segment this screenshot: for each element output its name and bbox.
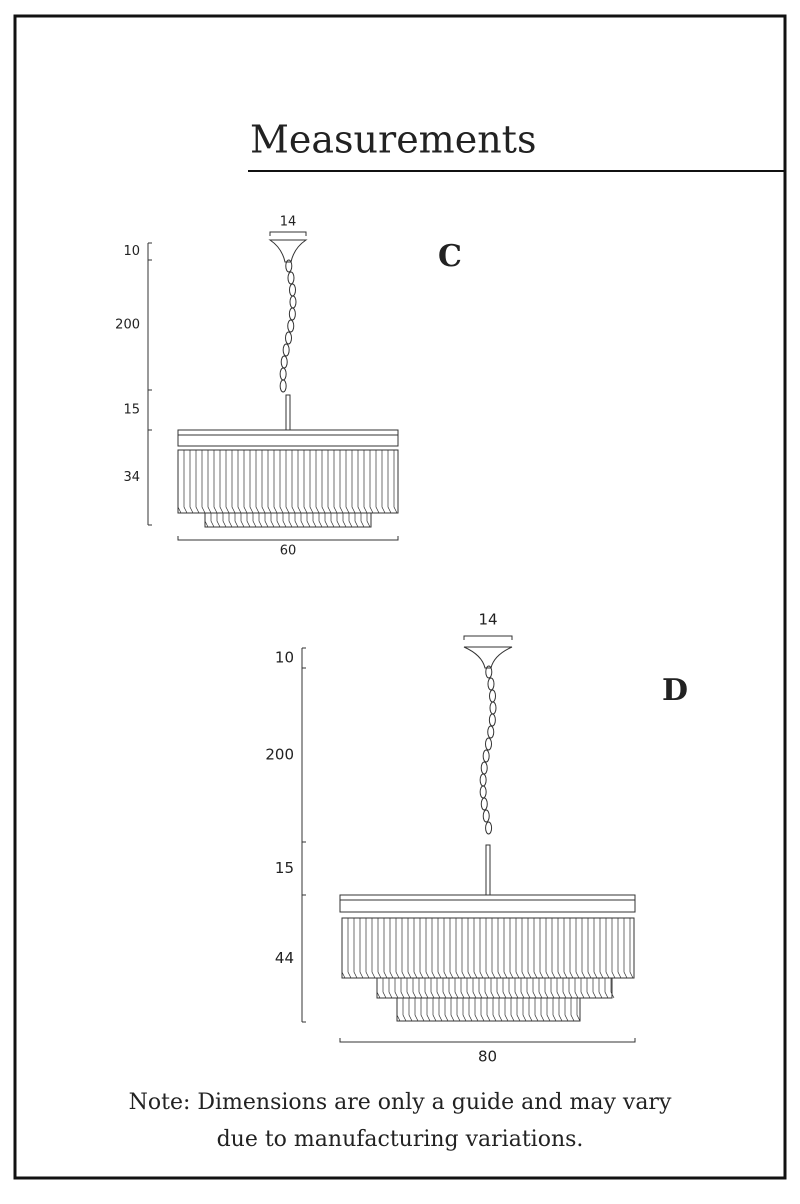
chain-link xyxy=(282,343,290,357)
dimension-line xyxy=(463,635,513,640)
chandelier xyxy=(177,239,399,528)
dimension-label: 60 xyxy=(280,544,297,559)
dimension-line xyxy=(269,231,307,236)
chain-link xyxy=(488,713,496,727)
dimension-label: 15 xyxy=(275,859,294,877)
chain-link xyxy=(279,379,287,393)
chandelier xyxy=(339,646,636,1022)
dimension-label: 10 xyxy=(275,649,294,667)
chain-link xyxy=(287,271,295,285)
frame xyxy=(339,894,636,913)
chain-link xyxy=(482,809,490,823)
crystals xyxy=(376,978,615,999)
chain-link xyxy=(485,821,493,835)
dimension-label: 15 xyxy=(123,403,140,418)
dimension-label: 14 xyxy=(280,215,297,230)
dimension-label: 80 xyxy=(478,1048,497,1066)
chain-link xyxy=(285,331,293,345)
chain-link xyxy=(485,665,493,679)
chain-link xyxy=(482,749,490,763)
dimension-line xyxy=(177,536,399,541)
note-line: Note: Dimensions are only a guide and ma… xyxy=(129,1090,672,1115)
crystals xyxy=(341,918,634,979)
chain-link xyxy=(285,259,293,273)
dimension-label: 10 xyxy=(123,244,140,259)
dimension-line xyxy=(339,1038,636,1043)
diagram-label: C xyxy=(438,239,462,274)
chain-link xyxy=(480,797,488,811)
chain-link xyxy=(485,737,493,751)
dimension-label: 44 xyxy=(275,949,294,967)
frame xyxy=(177,429,399,447)
chain-link xyxy=(287,319,295,333)
dimension-label: 200 xyxy=(265,746,294,764)
dimension-label: 34 xyxy=(123,470,140,485)
border xyxy=(13,14,787,1180)
chain-link xyxy=(487,677,495,691)
chain-link xyxy=(487,725,495,739)
crystals xyxy=(396,998,581,1022)
dimension-label: 200 xyxy=(115,318,140,333)
crystals xyxy=(204,513,371,528)
diagram-label: D xyxy=(662,673,688,708)
dimension-label: 14 xyxy=(478,611,497,629)
note-line: due to manufacturing variations. xyxy=(217,1127,584,1152)
crystals xyxy=(177,450,398,514)
title: Measurements xyxy=(250,118,536,162)
chain-link xyxy=(288,307,296,321)
